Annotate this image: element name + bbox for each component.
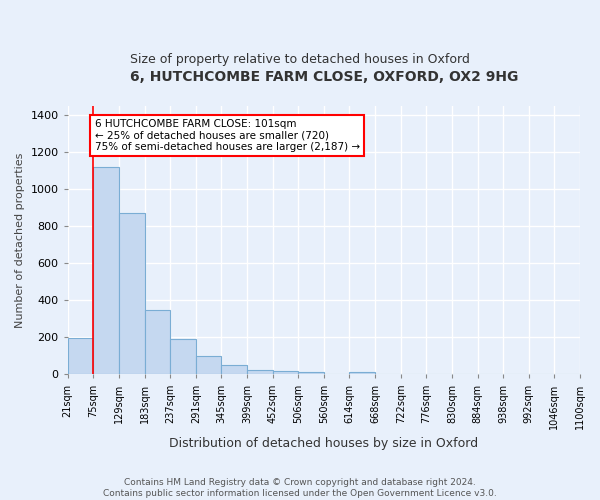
Text: Size of property relative to detached houses in Oxford: Size of property relative to detached ho… [130, 52, 470, 66]
Bar [349, 372, 375, 374]
Bar [68, 338, 94, 374]
Bar [298, 372, 324, 374]
Bar [170, 338, 196, 374]
Bar [94, 167, 119, 374]
Title: 6, HUTCHCOMBE FARM CLOSE, OXFORD, OX2 9HG: 6, HUTCHCOMBE FARM CLOSE, OXFORD, OX2 9H… [130, 70, 518, 84]
Bar [272, 370, 298, 374]
Bar [196, 356, 221, 374]
Bar [221, 365, 247, 374]
Y-axis label: Number of detached properties: Number of detached properties [15, 152, 25, 328]
Bar [247, 370, 272, 374]
Bar [119, 214, 145, 374]
Text: Contains HM Land Registry data © Crown copyright and database right 2024.
Contai: Contains HM Land Registry data © Crown c… [103, 478, 497, 498]
Text: 6 HUTCHCOMBE FARM CLOSE: 101sqm
← 25% of detached houses are smaller (720)
75% o: 6 HUTCHCOMBE FARM CLOSE: 101sqm ← 25% of… [95, 119, 360, 152]
Bar [145, 310, 170, 374]
X-axis label: Distribution of detached houses by size in Oxford: Distribution of detached houses by size … [169, 437, 478, 450]
